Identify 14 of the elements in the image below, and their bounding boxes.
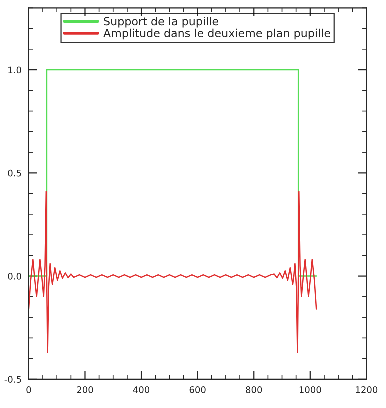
x-tick-label: 1000 bbox=[300, 386, 322, 394]
y-tick-label: 0.0 bbox=[8, 273, 22, 280]
x-tick-label: 400 bbox=[133, 386, 150, 394]
legend-label: Amplitude dans le deuxieme plan pupille bbox=[104, 28, 330, 40]
y-tick-label: -0.5 bbox=[4, 376, 22, 383]
x-tick-label: 800 bbox=[246, 386, 262, 394]
x-tick-label: 600 bbox=[190, 386, 206, 394]
x-tick-label: 200 bbox=[77, 386, 94, 394]
line-series bbox=[28, 191, 318, 354]
legend-label: Support de la pupille bbox=[104, 17, 218, 28]
y-tick-label: 1.0 bbox=[8, 66, 22, 74]
y-tick-label: 0.5 bbox=[8, 170, 22, 177]
x-tick-label: 1200 bbox=[356, 386, 378, 394]
x-tick-label: 0 bbox=[26, 386, 32, 394]
